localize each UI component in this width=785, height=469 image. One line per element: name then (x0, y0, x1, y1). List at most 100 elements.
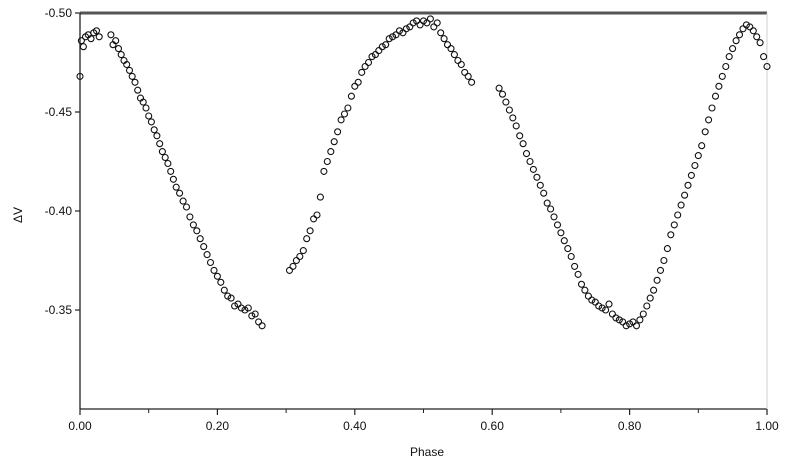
data-point (698, 142, 706, 150)
data-point (413, 17, 421, 25)
data-point (158, 148, 166, 156)
data-point (632, 322, 641, 330)
data-point (347, 92, 355, 100)
data-point (732, 37, 740, 45)
data-point (248, 312, 256, 320)
data-point (87, 35, 95, 43)
data-point (131, 78, 139, 86)
data-point (296, 252, 304, 261)
y-axis-label: ΔV (11, 207, 25, 223)
data-point (354, 78, 362, 86)
data-point (128, 72, 136, 80)
data-point (196, 235, 204, 243)
data-point (756, 39, 764, 47)
data-point (567, 252, 575, 261)
data-point (540, 189, 548, 197)
data-point (172, 183, 180, 191)
data-point (735, 31, 744, 39)
data-point (107, 31, 115, 39)
data-point (392, 31, 400, 39)
data-point (426, 15, 434, 23)
data-point (691, 161, 699, 170)
data-point (186, 213, 194, 221)
data-point (206, 258, 215, 267)
data-point (210, 266, 218, 274)
data-point (433, 19, 441, 27)
x-axis-ticks: 0.00 0.20 0.40 0.60 0.80 1.00 (68, 409, 779, 433)
data-point (76, 72, 84, 80)
y-tick-label: -0.45 (45, 105, 73, 119)
data-point (176, 189, 184, 197)
data-point (443, 41, 452, 49)
data-point (705, 116, 713, 124)
data-point (608, 310, 616, 318)
data-point (112, 37, 120, 45)
data-point (193, 227, 201, 235)
data-point (382, 41, 390, 49)
data-point (361, 62, 369, 71)
data-point (450, 51, 458, 59)
data-point (760, 53, 768, 61)
data-point (656, 266, 665, 274)
data-point (244, 304, 252, 312)
data-point (763, 62, 771, 71)
data-point (150, 126, 158, 134)
data-point (134, 86, 142, 94)
data-point (203, 251, 211, 259)
data-point (660, 256, 668, 265)
data-point (581, 286, 589, 294)
data-point (643, 302, 651, 310)
data-point (237, 304, 245, 312)
data-point (694, 152, 702, 160)
y-tick-label: -0.35 (45, 303, 73, 317)
data-point (550, 213, 558, 221)
data-point (145, 112, 153, 120)
data-point (560, 237, 568, 245)
data-point (92, 27, 101, 35)
data-point (464, 72, 472, 80)
data-point (79, 43, 87, 51)
data-point (402, 25, 410, 33)
data-point (571, 262, 579, 270)
data-point (708, 104, 716, 112)
data-point (303, 235, 311, 243)
data-point (306, 227, 314, 235)
data-point (169, 175, 177, 183)
data-point (663, 245, 671, 253)
plot-frame (79, 11, 768, 410)
data-points (76, 15, 771, 330)
data-point (646, 294, 654, 302)
data-point (123, 60, 131, 69)
data-point (725, 53, 733, 61)
data-point (313, 211, 321, 219)
data-point (358, 68, 366, 76)
data-point (153, 132, 161, 140)
data-point (711, 92, 720, 100)
data-point (522, 150, 531, 158)
data-point (385, 35, 393, 43)
data-point (729, 45, 737, 53)
data-point (746, 23, 754, 31)
data-point (213, 272, 221, 280)
data-point (337, 116, 345, 124)
data-point (564, 245, 572, 253)
data-point (231, 302, 239, 310)
data-point (543, 199, 551, 207)
x-tick-label: 0.80 (618, 419, 642, 433)
data-point (468, 78, 476, 86)
data-point (495, 84, 503, 92)
data-point (423, 19, 431, 27)
data-point (164, 159, 172, 168)
x-tick-label: 0.40 (343, 419, 367, 433)
data-point (739, 25, 747, 33)
data-point (502, 98, 510, 106)
y-tick-label: -0.40 (45, 204, 73, 218)
x-tick-label: 0.00 (68, 419, 92, 433)
y-axis-ticks: -0.50 -0.45 -0.40 -0.35 (45, 6, 80, 317)
x-tick-label: 0.20 (206, 419, 230, 433)
data-point (529, 165, 537, 173)
data-point (677, 201, 685, 209)
data-point (457, 60, 465, 69)
data-point (125, 66, 134, 74)
data-point (310, 215, 318, 223)
